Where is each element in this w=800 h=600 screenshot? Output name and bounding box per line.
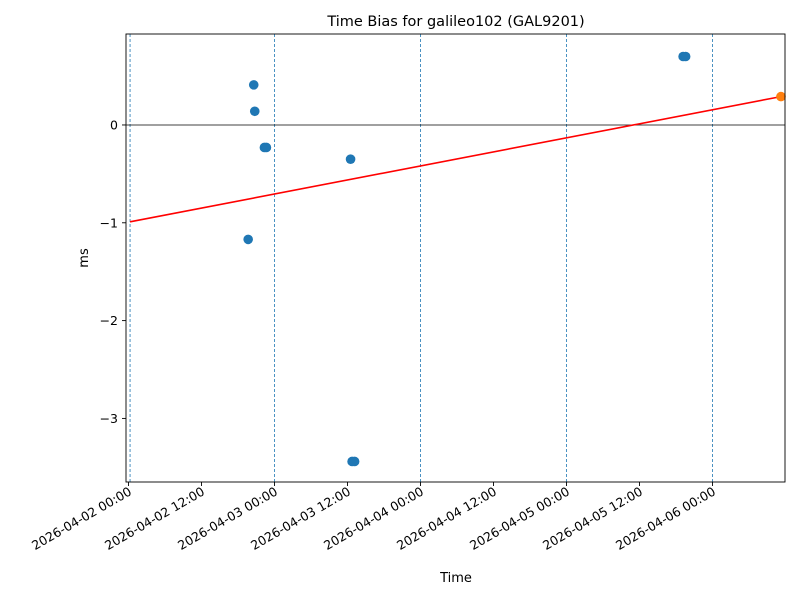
trend-line	[129, 95, 782, 223]
data-point-s0-7	[349, 456, 360, 467]
data-point-s0-4	[261, 142, 272, 153]
data-point-s0-1	[248, 80, 259, 90]
plot-area	[126, 34, 786, 482]
data-point-s0-2	[249, 106, 260, 117]
y-tick-label-0: 0	[110, 117, 118, 132]
y-axis-label: ms	[77, 248, 92, 268]
data-point-s0-0	[243, 234, 253, 245]
x-axis-label: Time	[439, 571, 472, 586]
chart-title: Time Bias for galileo102 (GAL9201)	[326, 14, 584, 30]
data-point-s0-9	[680, 51, 691, 62]
data-point-s2-0	[776, 91, 786, 102]
data-point-s0-5	[345, 154, 356, 165]
plot-frame	[125, 33, 786, 483]
y-tick-label-2: −2	[100, 313, 118, 328]
y-tick-label-3: −3	[100, 411, 118, 426]
y-tick-label-1: −1	[100, 215, 118, 230]
